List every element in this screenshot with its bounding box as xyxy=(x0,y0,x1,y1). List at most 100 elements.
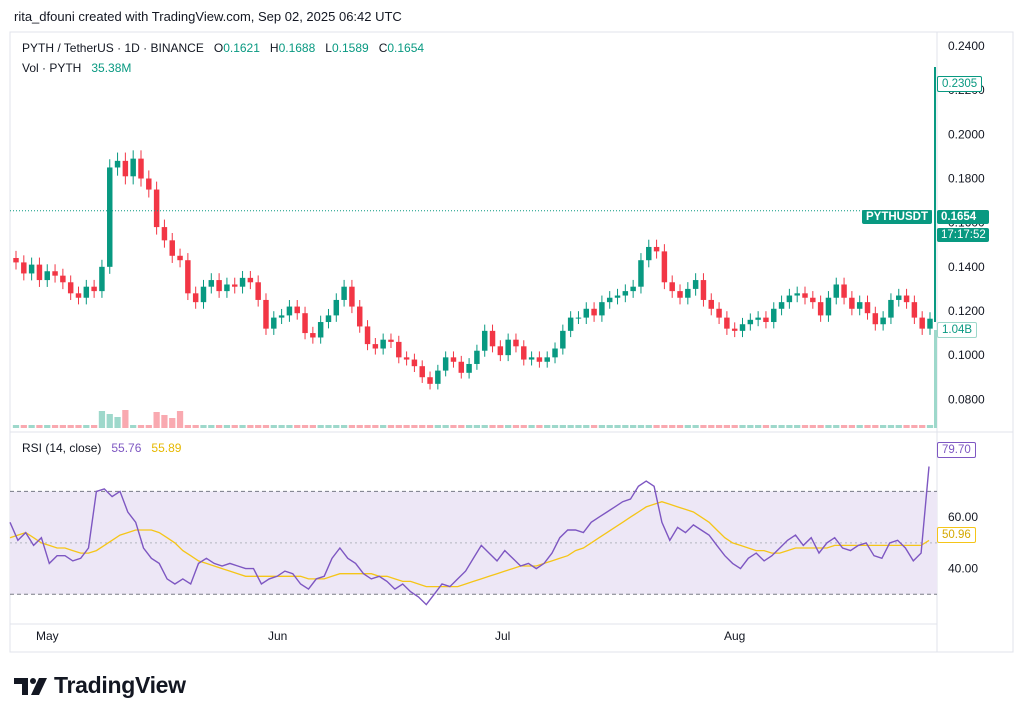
volume-bar xyxy=(794,425,801,428)
tradingview-logo[interactable]: TradingView xyxy=(14,672,186,699)
volume-bar xyxy=(825,425,832,428)
volume-bar xyxy=(317,425,324,428)
candle-body xyxy=(419,366,425,378)
candle-body xyxy=(286,306,293,316)
close-value: 0.1654 xyxy=(387,41,425,55)
candle-body xyxy=(466,363,472,373)
candle-body xyxy=(653,246,660,252)
candle-body xyxy=(903,295,910,303)
rsi-legend: RSI (14, close) 55.76 55.89 xyxy=(22,441,181,455)
volume-bar xyxy=(676,425,684,428)
candle-body xyxy=(583,308,590,318)
volume-bar xyxy=(723,425,731,428)
candle-body xyxy=(888,299,894,318)
candle-body xyxy=(91,286,97,292)
candle-body xyxy=(692,280,699,289)
candle-body xyxy=(208,280,215,287)
candle-body xyxy=(372,344,379,349)
candle-body xyxy=(247,277,254,283)
candle-body xyxy=(44,271,50,281)
volume-bar xyxy=(20,425,27,428)
candle-body xyxy=(380,339,386,349)
volume-bar xyxy=(262,425,270,428)
countdown-tag: 17:17:52 xyxy=(937,228,989,242)
candle-body xyxy=(880,317,886,325)
candle-body xyxy=(763,317,769,323)
volume-bar xyxy=(426,425,434,428)
candle-body xyxy=(224,284,230,292)
rsi-ma-line xyxy=(9,501,930,588)
volume-bar xyxy=(137,425,145,428)
candle-body xyxy=(474,350,480,364)
candle-body xyxy=(849,297,855,309)
volume-bar xyxy=(637,425,645,428)
candle-body xyxy=(192,293,199,303)
volume-bar xyxy=(575,425,582,428)
volume-bar xyxy=(442,425,449,428)
volume-bar xyxy=(395,425,402,428)
volume-bar xyxy=(809,425,816,428)
candle-body xyxy=(606,297,613,303)
candle-body xyxy=(896,295,902,300)
candle-body xyxy=(302,313,308,334)
rsi-tick-label: 60.00 xyxy=(948,510,978,524)
candle-body xyxy=(75,293,82,298)
candle-body xyxy=(161,227,168,241)
symbol-tag: PYTHUSDT xyxy=(862,210,932,224)
price-tick-label: 0.1400 xyxy=(948,260,985,274)
volume-bar xyxy=(270,425,277,428)
volume-bar xyxy=(786,425,793,428)
symbol-title[interactable]: PYTH / TetherUS · 1D · BINANCE xyxy=(22,41,204,55)
volume-bar xyxy=(919,425,926,428)
volume-bar xyxy=(411,425,418,428)
candle-body xyxy=(716,308,722,318)
candle-body xyxy=(528,357,535,360)
volume-bar xyxy=(184,425,191,428)
rsi-legend-value: 55.76 xyxy=(111,441,142,455)
volume-bar xyxy=(130,425,137,428)
rsi-title[interactable]: RSI (14, close) xyxy=(22,441,102,455)
tradingview-logo-icon xyxy=(14,677,47,695)
volume-bar xyxy=(544,425,551,428)
chart-credit: rita_dfouni created with TradingView.com… xyxy=(14,9,402,24)
volume-bar xyxy=(551,425,559,428)
volume-bar xyxy=(176,411,184,428)
volume-bar xyxy=(520,425,527,428)
candle-body xyxy=(341,286,347,300)
volume-bar xyxy=(231,425,238,428)
candle-body xyxy=(99,266,105,292)
volume-bar xyxy=(161,415,168,428)
volume-bar xyxy=(153,412,160,428)
volume-value: 35.38M xyxy=(91,61,132,75)
volume-bar xyxy=(911,425,918,428)
volume-bar xyxy=(559,425,566,428)
candle-body xyxy=(739,324,746,331)
volume-bar xyxy=(926,425,934,428)
candle-body xyxy=(263,299,269,329)
volume-bar xyxy=(645,425,652,428)
rsi-lines xyxy=(9,466,930,606)
volume-label[interactable]: Vol · PYTH xyxy=(22,61,82,75)
volume-bar xyxy=(465,425,473,428)
high-value: 0.1688 xyxy=(278,41,316,55)
candle-body xyxy=(614,295,621,298)
candle-body xyxy=(200,286,207,303)
rsi-ma-value-tag: 50.96 xyxy=(937,527,976,543)
candle-body xyxy=(505,339,511,356)
candle-body xyxy=(708,299,714,309)
candle-body xyxy=(294,306,300,314)
volume-bar xyxy=(630,425,637,428)
volume-bar xyxy=(247,425,254,428)
low-value: 0.1589 xyxy=(331,41,369,55)
volume-bar xyxy=(348,425,356,428)
candle-body xyxy=(403,357,410,360)
candle-body xyxy=(521,346,527,360)
price-tick-label: 0.1800 xyxy=(948,172,985,186)
volume-bar xyxy=(505,425,512,428)
time-tick-label: Aug xyxy=(724,629,745,643)
candle-body xyxy=(232,284,238,287)
candle-body xyxy=(591,308,597,316)
candle-body xyxy=(411,359,418,367)
candle-body xyxy=(661,251,668,283)
volume-bar xyxy=(817,425,824,428)
